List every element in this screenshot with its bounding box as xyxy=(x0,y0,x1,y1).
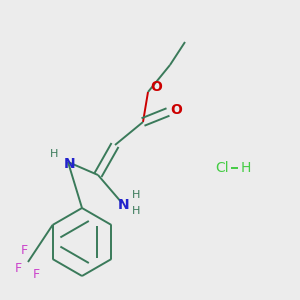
Text: F: F xyxy=(20,244,28,256)
Text: H: H xyxy=(50,149,58,159)
Text: F: F xyxy=(14,262,22,275)
Text: O: O xyxy=(150,80,162,94)
Text: Cl: Cl xyxy=(215,161,229,175)
Text: F: F xyxy=(32,268,40,281)
Text: N: N xyxy=(64,157,76,171)
Text: H: H xyxy=(132,190,140,200)
Text: H: H xyxy=(241,161,251,175)
Text: H: H xyxy=(132,206,140,216)
Text: O: O xyxy=(170,103,182,117)
Text: N: N xyxy=(118,198,130,212)
